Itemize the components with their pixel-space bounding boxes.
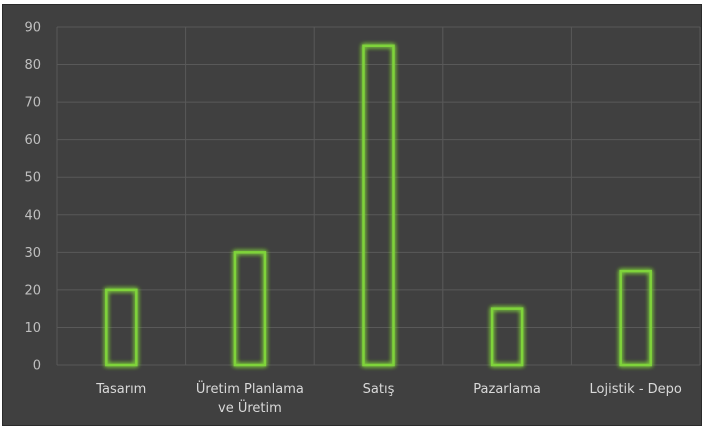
y-axis-tick-labels: 0 10 20 30 40 50 60 70 80 90 (24, 21, 41, 374)
y-tick-label: 40 (24, 208, 41, 223)
bars (105, 44, 652, 367)
bar (362, 44, 395, 367)
bar (619, 269, 652, 367)
x-category-label: ve Üretim (218, 399, 282, 416)
y-tick-label: 20 (24, 283, 41, 298)
y-tick-label: 80 (24, 58, 41, 73)
gridlines (56, 26, 701, 366)
y-tick-label: 50 (24, 171, 41, 186)
bar (233, 251, 267, 367)
y-tick-label: 90 (24, 21, 41, 36)
x-category-label: Üretim Planlama (196, 380, 304, 397)
y-tick-label: 60 (24, 133, 41, 148)
y-tick-label: 70 (24, 96, 41, 111)
bar (490, 307, 524, 367)
x-category-label: Tasarım (95, 382, 146, 397)
x-category-label: Satış (363, 382, 395, 397)
x-axis-category-labels: Tasarım Üretim Planlama ve Üretim Satış Paza… (95, 380, 682, 416)
x-category-label: Pazarlama (473, 382, 541, 397)
x-category-label: Lojistik - Depo (590, 382, 682, 397)
y-tick-label: 10 (24, 321, 41, 336)
y-tick-label: 30 (24, 246, 41, 261)
bar (105, 288, 138, 367)
y-tick-label: 0 (33, 359, 41, 374)
